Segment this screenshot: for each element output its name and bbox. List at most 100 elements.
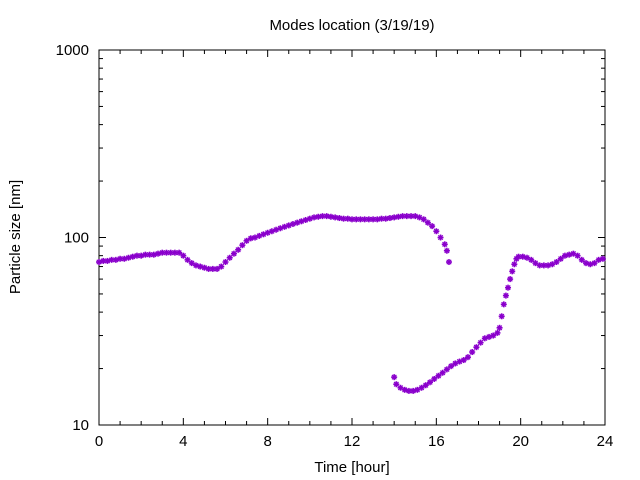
data-point bbox=[557, 255, 564, 262]
y-axis-label: Particle size [nm] bbox=[7, 180, 24, 294]
data-point bbox=[505, 284, 512, 291]
data-point bbox=[473, 344, 480, 351]
data-point bbox=[595, 256, 602, 263]
data-point bbox=[494, 329, 501, 336]
x-tick-label: 16 bbox=[428, 433, 445, 450]
data-point bbox=[445, 259, 452, 266]
data-point bbox=[418, 384, 425, 391]
data-point bbox=[561, 252, 568, 259]
x-tick-label: 4 bbox=[179, 433, 187, 450]
data-point bbox=[490, 332, 497, 339]
data-point bbox=[498, 313, 505, 320]
data-point bbox=[477, 339, 484, 346]
data-point bbox=[591, 260, 598, 267]
data-point bbox=[205, 265, 212, 272]
data-point bbox=[243, 237, 250, 244]
data-point bbox=[112, 256, 119, 263]
data-point bbox=[437, 234, 444, 241]
chart-title: Modes location (3/19/19) bbox=[269, 17, 434, 34]
data-point bbox=[509, 268, 516, 275]
y-tick-label: 1000 bbox=[56, 42, 89, 59]
data-point bbox=[519, 253, 526, 260]
data-point bbox=[336, 215, 343, 222]
x-tick-label: 0 bbox=[95, 433, 103, 450]
axis-tick-labels: 0 4 8 12 16 20 24 10 100 1000 bbox=[56, 42, 614, 450]
data-point bbox=[460, 357, 467, 364]
data-point bbox=[441, 241, 448, 248]
data-point bbox=[155, 250, 162, 257]
data-point bbox=[502, 292, 509, 299]
data-point bbox=[391, 374, 398, 381]
data-point bbox=[214, 265, 221, 272]
data-point bbox=[496, 324, 503, 331]
data-point bbox=[429, 223, 436, 230]
data-point bbox=[439, 369, 446, 376]
data-point bbox=[410, 387, 417, 394]
data-point bbox=[226, 254, 233, 261]
data-point bbox=[422, 382, 429, 389]
data-point bbox=[587, 261, 594, 268]
data-point bbox=[129, 253, 136, 260]
data-point bbox=[239, 242, 246, 249]
data-points bbox=[96, 213, 606, 394]
data-point bbox=[180, 252, 187, 259]
data-point bbox=[104, 257, 111, 264]
data-point bbox=[464, 354, 471, 361]
data-point bbox=[443, 247, 450, 254]
data-point bbox=[357, 216, 364, 223]
data-point bbox=[553, 259, 560, 266]
data-point bbox=[395, 213, 402, 220]
data-point bbox=[184, 256, 191, 263]
y-tick-label: 10 bbox=[72, 417, 89, 434]
data-point bbox=[197, 263, 204, 270]
data-point bbox=[511, 261, 518, 268]
data-point bbox=[420, 216, 427, 223]
data-point bbox=[150, 251, 157, 258]
data-point bbox=[361, 216, 368, 223]
data-point bbox=[566, 251, 573, 258]
data-point bbox=[176, 249, 183, 256]
data-point bbox=[201, 264, 208, 271]
data-point bbox=[235, 246, 242, 253]
x-tick-label: 20 bbox=[512, 433, 529, 450]
x-axis-label: Time [hour] bbox=[314, 459, 389, 476]
data-point bbox=[401, 386, 408, 393]
data-point bbox=[121, 255, 128, 262]
data-point bbox=[545, 262, 552, 269]
data-point bbox=[230, 250, 237, 257]
data-point bbox=[192, 262, 199, 269]
x-tick-label: 24 bbox=[597, 433, 614, 450]
axis-ticks bbox=[98, 49, 606, 426]
data-point bbox=[448, 363, 455, 370]
x-tick-label: 8 bbox=[263, 433, 271, 450]
data-point bbox=[599, 255, 606, 262]
data-point bbox=[427, 379, 434, 386]
data-point bbox=[306, 215, 313, 222]
data-point bbox=[285, 222, 292, 229]
data-point bbox=[500, 301, 507, 308]
data-point bbox=[528, 256, 535, 263]
data-point bbox=[96, 259, 102, 266]
data-point bbox=[167, 249, 174, 256]
data-point bbox=[443, 366, 450, 373]
data-point bbox=[327, 213, 334, 220]
plot-frame bbox=[98, 49, 606, 426]
data-point bbox=[435, 372, 442, 379]
x-tick-label: 12 bbox=[344, 433, 361, 450]
data-point bbox=[549, 261, 556, 268]
data-point bbox=[138, 252, 145, 259]
data-point bbox=[349, 216, 355, 223]
data-point bbox=[218, 263, 225, 270]
data-point bbox=[578, 256, 585, 263]
data-point bbox=[433, 228, 440, 235]
data-point bbox=[399, 213, 406, 220]
data-point bbox=[125, 254, 132, 261]
data-point bbox=[393, 381, 400, 388]
data-point bbox=[222, 259, 229, 266]
data-point bbox=[574, 252, 581, 259]
data-point bbox=[583, 260, 590, 267]
data-point bbox=[507, 276, 514, 283]
data-point bbox=[431, 375, 438, 382]
data-point bbox=[469, 349, 476, 356]
